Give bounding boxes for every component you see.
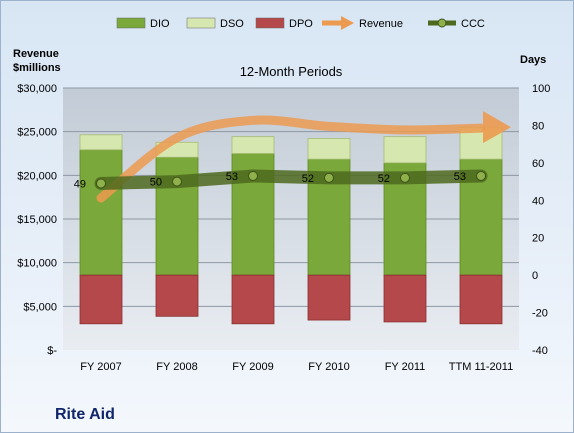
legend-swatch <box>186 17 216 29</box>
left-axis-title-line1: Revenue <box>13 48 59 60</box>
revenue-trend-line <box>96 115 486 203</box>
legend-swatch <box>116 17 146 29</box>
bar-dio <box>79 149 123 276</box>
ccc-marker <box>172 176 182 187</box>
bar-dpo <box>231 274 275 325</box>
ccc-data-label: 49 <box>74 178 86 190</box>
left-axis-title-line2: $millions <box>13 62 61 74</box>
left-tick-label: $15,000 <box>17 214 57 226</box>
right-tick-label: 20 <box>532 233 544 245</box>
ccc-data-label: 52 <box>378 173 390 185</box>
company-name: Rite Aid <box>55 406 115 423</box>
revenue-arrow-head <box>483 111 511 144</box>
x-tick-label: FY 2010 <box>308 361 349 373</box>
chart-title: 12-Month Periods <box>240 64 343 79</box>
ccc-marker <box>324 172 334 183</box>
right-tick-label: 40 <box>532 195 544 207</box>
right-tick-label: -40 <box>532 345 548 357</box>
left-tick-label: $5,000 <box>23 301 57 313</box>
ccc-data-label: 53 <box>226 171 238 183</box>
left-tick-label: $30,000 <box>17 83 57 95</box>
ccc-data-label: 50 <box>150 177 162 189</box>
ccc-marker <box>96 178 106 189</box>
legend-label: DPO <box>289 18 313 30</box>
right-tick-label: -20 <box>532 308 548 320</box>
ccc-data-label: 52 <box>302 173 314 185</box>
left-tick-label: $20,000 <box>17 170 57 182</box>
legend-label: DIO <box>150 18 170 30</box>
bar-dso <box>383 136 427 164</box>
bar-dpo <box>459 274 503 325</box>
legend-swatch-arrow <box>341 16 354 30</box>
x-tick-label: FY 2009 <box>232 361 273 373</box>
legend-marker <box>437 18 447 28</box>
legend-label: Revenue <box>359 18 403 30</box>
ccc-marker <box>400 172 410 183</box>
bar-dso <box>307 138 351 160</box>
ccc-line <box>94 169 488 190</box>
legend-label: DSO <box>220 18 244 30</box>
left-tick-label: $- <box>47 345 57 357</box>
x-tick-label: FY 2008 <box>156 361 197 373</box>
x-tick-label: FY 2007 <box>80 361 121 373</box>
x-tick-label: TTM 11-2011 <box>449 361 513 373</box>
ccc-marker <box>476 170 486 181</box>
right-tick-label: 100 <box>532 83 550 95</box>
ccc-marker <box>248 170 258 181</box>
bar-dpo <box>155 274 199 317</box>
right-tick-label: 80 <box>532 120 544 132</box>
left-tick-label: $25,000 <box>17 127 57 139</box>
bar-dpo <box>307 274 351 321</box>
right-axis-title: Days <box>520 54 546 66</box>
x-tick-label: FY 2011 <box>385 361 426 373</box>
bar-dpo <box>383 274 427 323</box>
ccc-data-label: 53 <box>454 171 466 183</box>
right-tick-label: 0 <box>532 270 538 282</box>
left-tick-label: $10,000 <box>17 258 57 270</box>
bar-dso <box>231 136 275 154</box>
bar-dso <box>79 134 123 151</box>
right-tick-label: 60 <box>532 158 544 170</box>
legend-label: CCC <box>461 18 485 30</box>
bar-dpo <box>79 274 123 325</box>
legend-swatch <box>255 17 285 29</box>
